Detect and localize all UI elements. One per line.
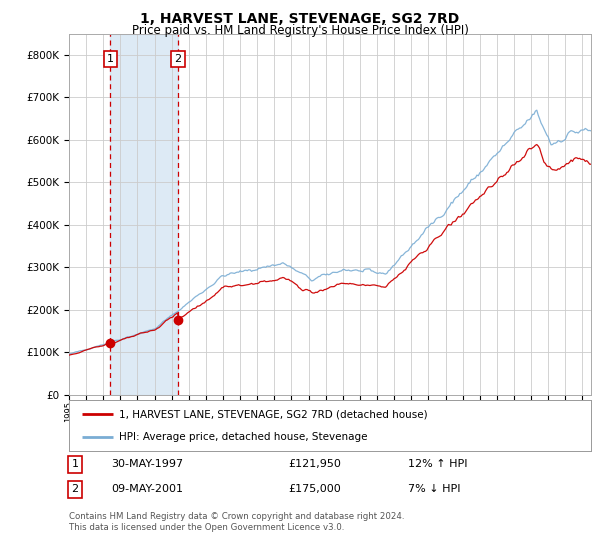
Text: 7% ↓ HPI: 7% ↓ HPI: [408, 484, 461, 494]
Text: 1, HARVEST LANE, STEVENAGE, SG2 7RD (detached house): 1, HARVEST LANE, STEVENAGE, SG2 7RD (det…: [119, 409, 427, 419]
Text: 12% ↑ HPI: 12% ↑ HPI: [408, 459, 467, 469]
Text: 2: 2: [71, 484, 79, 494]
Text: 1: 1: [71, 459, 79, 469]
Text: 1: 1: [107, 54, 114, 64]
Text: 2: 2: [174, 54, 181, 64]
Text: 30-MAY-1997: 30-MAY-1997: [111, 459, 183, 469]
Text: Price paid vs. HM Land Registry's House Price Index (HPI): Price paid vs. HM Land Registry's House …: [131, 24, 469, 36]
Text: 1, HARVEST LANE, STEVENAGE, SG2 7RD: 1, HARVEST LANE, STEVENAGE, SG2 7RD: [140, 12, 460, 26]
Text: £175,000: £175,000: [288, 484, 341, 494]
Text: HPI: Average price, detached house, Stevenage: HPI: Average price, detached house, Stev…: [119, 432, 367, 442]
Text: 09-MAY-2001: 09-MAY-2001: [111, 484, 183, 494]
Text: £121,950: £121,950: [288, 459, 341, 469]
Text: Contains HM Land Registry data © Crown copyright and database right 2024.
This d: Contains HM Land Registry data © Crown c…: [69, 512, 404, 532]
Bar: [110, 34, 178, 395]
